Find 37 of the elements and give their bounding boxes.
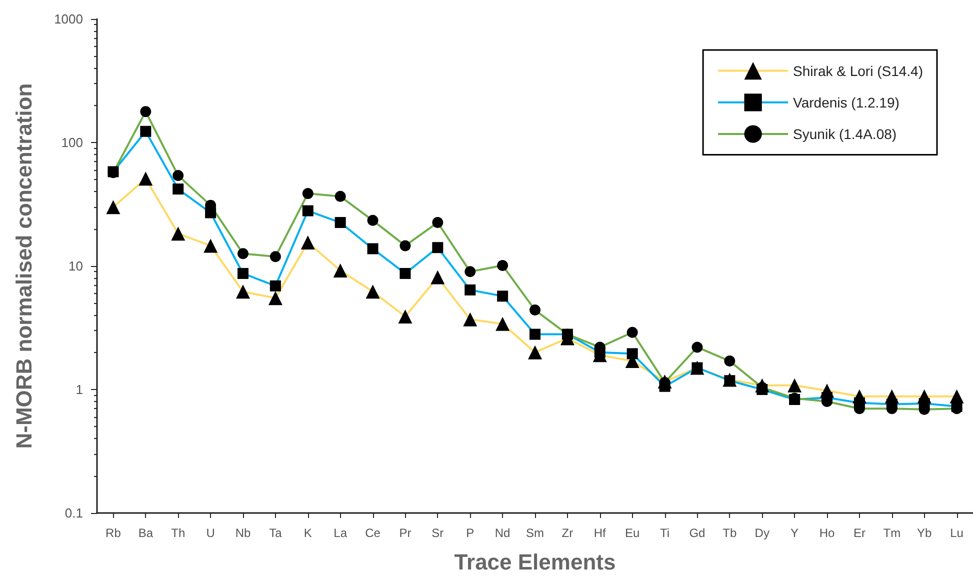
x-tick-label: Tm: [883, 526, 901, 540]
legend-label: Vardenis (1.2.19): [793, 94, 900, 110]
legend-label: Syunik (1.4A.08): [793, 126, 897, 142]
x-tick-label: Ce: [365, 526, 381, 540]
x-tick-label: Pr: [399, 526, 412, 540]
x-tick-label: P: [466, 526, 474, 540]
x-tick-label: Lu: [950, 526, 964, 540]
x-tick-label: Hf: [594, 526, 607, 540]
legend-label: Shirak & Lori (S14.4): [793, 62, 924, 79]
x-tick-label: Y: [790, 526, 799, 540]
x-tick-label: U: [206, 526, 215, 540]
x-tick-label: Er: [853, 526, 866, 540]
x-tick-label: Sm: [526, 526, 544, 540]
x-axis-title: Trace Elements: [454, 550, 616, 574]
x-tick-label: Sr: [432, 526, 444, 540]
x-tick-label: Ta: [269, 526, 282, 540]
y-tick-label: 1: [76, 382, 83, 397]
x-tick-label: Dy: [754, 526, 770, 540]
y-tick-label: 100: [61, 135, 83, 150]
y-tick-label: 0.1: [64, 506, 83, 520]
x-tick-label: La: [334, 526, 348, 540]
x-tick-label: Tb: [722, 526, 737, 540]
x-tick-label: Yb: [916, 526, 932, 540]
x-tick-label: Ba: [138, 526, 154, 540]
x-tick-label: Th: [171, 526, 186, 540]
y-tick-label: 10: [68, 258, 83, 274]
x-tick-label: Zr: [562, 526, 574, 540]
x-tick-label: K: [304, 526, 312, 540]
x-tick-label: Eu: [624, 526, 640, 540]
y-axis-title: N-MORB normalised concentration: [12, 83, 36, 449]
x-tick-label: Ti: [660, 526, 670, 540]
y-tick-label: 1000: [54, 12, 83, 26]
x-tick-label: Ho: [819, 526, 835, 540]
x-tick-label: Gd: [689, 526, 706, 540]
x-tick-label: Rb: [106, 526, 122, 540]
x-tick-label: Nd: [494, 526, 510, 540]
x-tick-label: Nb: [235, 526, 251, 540]
